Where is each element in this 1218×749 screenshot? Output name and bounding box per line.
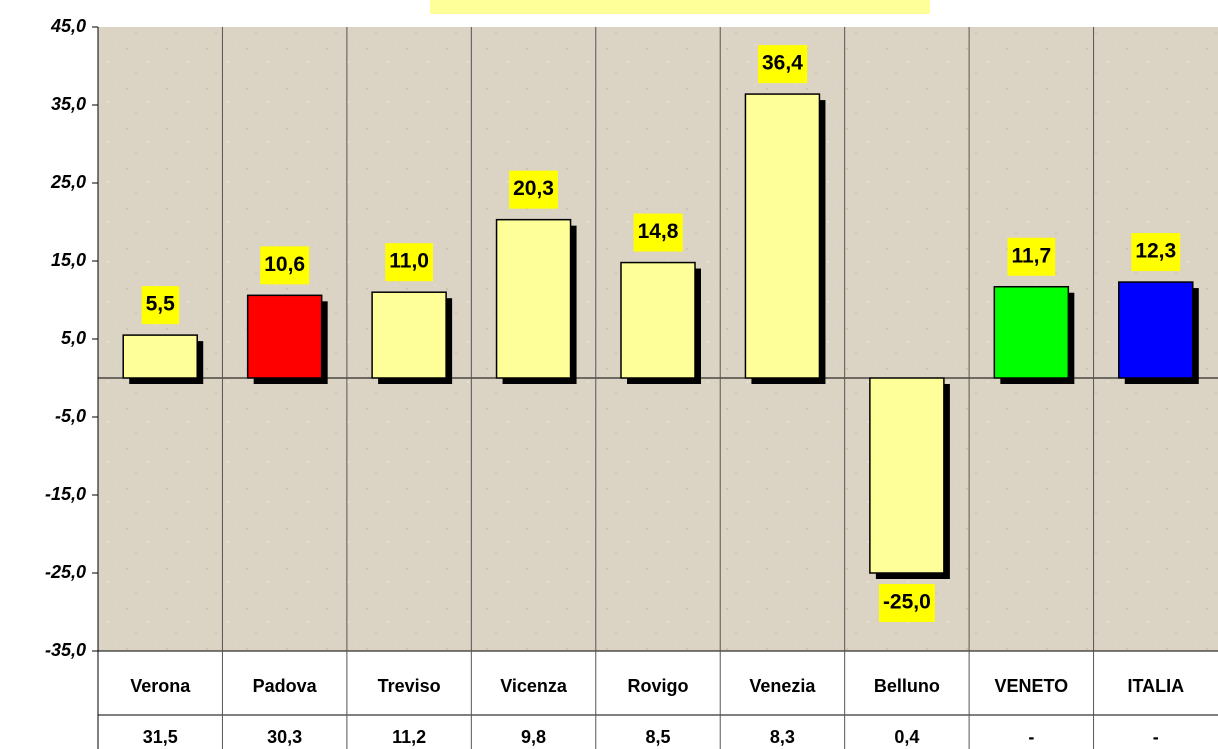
x-tick-label: Venezia xyxy=(749,676,816,696)
title-box xyxy=(430,0,930,14)
y-tick-label: 15,0 xyxy=(51,250,86,270)
data-label-bg xyxy=(878,584,935,622)
data-label-bg xyxy=(509,170,558,209)
bar xyxy=(122,334,198,379)
bar xyxy=(993,285,1070,379)
y-tick-label: -15,0 xyxy=(45,484,86,504)
data-label: 11,0 xyxy=(389,250,429,273)
table-cell: - xyxy=(1153,727,1159,747)
data-label: 36,4 xyxy=(762,52,803,75)
data-label-bg xyxy=(633,213,683,252)
x-tick-label: Treviso xyxy=(378,676,441,696)
y-tick-label: -25,0 xyxy=(45,562,86,582)
x-tick-label: Padova xyxy=(253,676,318,696)
data-label: 11,7 xyxy=(1011,244,1051,267)
data-label: 5,5 xyxy=(146,293,176,316)
data-label-bg xyxy=(141,286,180,325)
table-cell: 11,2 xyxy=(392,727,426,747)
table-cell: 8,3 xyxy=(770,727,795,747)
y-tick-label: 35,0 xyxy=(51,94,86,114)
y-tick-label: -35,0 xyxy=(45,640,86,660)
data-label: -25,0 xyxy=(883,591,931,614)
data-label-bg xyxy=(385,243,433,282)
table-cell: 0,4 xyxy=(894,727,919,747)
x-tick-label: Rovigo xyxy=(628,676,689,696)
x-tick-label: Vicenza xyxy=(500,676,568,696)
data-label-bg xyxy=(1007,237,1056,276)
table-cell: - xyxy=(1028,727,1034,747)
bar xyxy=(1118,281,1194,379)
table-cell: 30,3 xyxy=(267,727,302,747)
data-label: 20,3 xyxy=(513,177,554,200)
y-tick-label: 5,0 xyxy=(61,328,86,348)
bar xyxy=(620,261,696,379)
data-label-bg xyxy=(758,45,808,84)
bar xyxy=(371,291,447,379)
bar xyxy=(744,93,821,379)
data-label: 14,8 xyxy=(638,220,679,243)
data-label-bg xyxy=(1131,233,1181,272)
y-tick-label: -5,0 xyxy=(55,406,86,426)
bar xyxy=(495,218,572,379)
x-tick-label: VENETO xyxy=(994,676,1068,696)
table-cell: 8,5 xyxy=(645,727,670,747)
bar xyxy=(869,377,945,574)
bar xyxy=(246,294,323,379)
data-label: 12,3 xyxy=(1135,240,1176,263)
x-tick-label: Verona xyxy=(130,676,191,696)
y-tick-label: 25,0 xyxy=(50,172,86,192)
data-label-bg xyxy=(260,246,310,285)
table-cell: 31,5 xyxy=(143,727,178,747)
y-tick-label: 45,0 xyxy=(50,16,86,36)
table-cell: 9,8 xyxy=(521,727,546,747)
data-label: 10,6 xyxy=(264,253,305,276)
x-tick-label: ITALIA xyxy=(1127,676,1184,696)
x-tick-label: Belluno xyxy=(874,676,940,696)
